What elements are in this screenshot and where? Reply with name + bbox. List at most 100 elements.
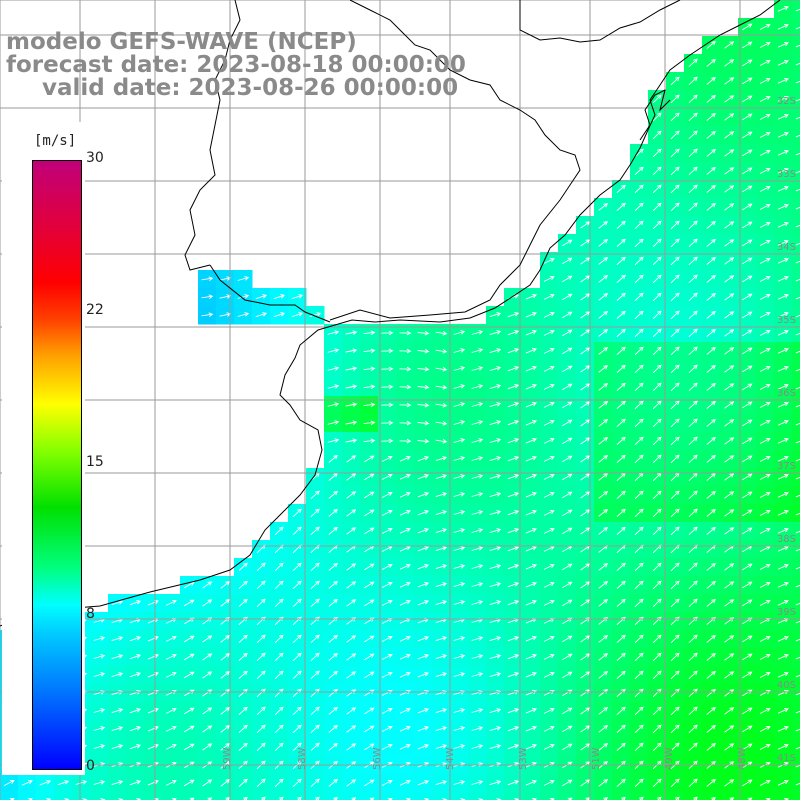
wind-arrow [777,276,789,282]
wind-arrow [706,634,716,643]
wind-arrow [598,563,609,571]
wind-arrow [652,580,662,590]
wind-arrow [328,634,338,643]
wind-arrow [346,635,357,643]
wind-arrow [670,652,680,662]
wind-arrow [238,778,248,787]
wind-arrow [471,528,484,533]
wind-cell [144,792,163,800]
wind-arrow [328,454,338,463]
wind-arrow [670,490,680,500]
wind-arrow [562,347,573,355]
wind-arrow [742,239,753,247]
wind-cell [630,792,649,800]
wind-arrow [399,581,411,588]
wind-arrow [729,797,735,800]
wind-arrow [274,616,284,626]
wind-arrow [111,726,124,732]
wind-arrow [598,455,609,463]
wind-arrow [795,494,800,498]
wind-arrow [742,635,753,643]
wind-arrow [471,384,484,389]
wind-arrow [363,420,376,426]
wind-arrow [381,509,393,516]
wind-arrow [417,600,430,606]
wind-arrow [327,420,340,425]
wind-arrow [489,654,502,660]
wind-arrow [616,598,626,607]
wind-arrow [435,474,448,480]
wind-arrow [471,672,484,677]
wind-arrow [562,437,573,445]
wind-arrow [507,744,520,750]
wind-arrow [489,474,502,480]
wind-arrow [381,491,393,498]
wind-arrow [238,580,248,589]
wind-arrow [759,203,771,210]
wind-arrow [165,779,177,786]
wind-arrow [310,508,320,518]
wind-arrow [759,473,771,480]
wind-arrow [202,671,213,679]
wind-arrow [670,706,680,716]
wind-arrow [549,797,555,800]
wind-arrow [364,473,375,481]
wind-arrow [328,490,338,499]
wind-arrow [634,580,644,590]
wind-arrow [688,778,698,788]
wind-arrow [381,689,393,696]
wind-arrow [381,581,393,588]
wind-arrow [742,149,753,157]
wind-arrow [381,438,394,444]
wind-arrow [256,670,266,680]
wind-arrow [652,706,662,716]
wind-cell [792,684,800,703]
wind-arrow [417,582,430,588]
wind-arrow [417,366,430,372]
wind-arrow [598,311,609,319]
wind-arrow [777,312,789,318]
wind-arrow [543,581,555,588]
wind-arrow [616,292,626,301]
wind-cell [450,792,469,800]
wind-arrow [688,112,698,122]
wind-arrow [507,312,520,318]
wind-arrow [525,744,537,750]
wind-arrow [381,473,393,480]
wind-arrow [777,24,789,30]
wind-arrow [634,148,644,158]
wind-arrow [759,779,771,786]
wind-arrow [652,418,662,428]
wind-arrow [238,562,248,571]
wind-arrow [706,58,716,67]
wind-arrow [507,600,520,606]
wind-arrow [616,328,626,337]
wind-arrow [489,366,502,372]
wind-arrow [471,654,484,659]
wind-arrow [795,116,800,120]
wind-arrow [759,509,771,516]
wind-arrow [165,671,177,678]
wind-arrow [453,672,466,677]
wind-arrow [598,221,609,229]
wind-arrow [435,726,448,732]
wind-arrow [363,402,376,408]
wind-arrow [364,707,375,715]
wind-arrow [274,526,284,536]
latitude-label: 41S [777,753,796,764]
wind-arrow [634,418,644,428]
wind-arrow [417,564,430,570]
wind-arrow [616,184,626,193]
wind-arrow [453,510,466,515]
colorbar-tick-15: 15 [86,454,104,470]
wind-arrow [759,239,771,246]
wind-arrow [346,509,357,517]
wind-cell [360,792,379,800]
wind-arrow [777,348,789,354]
wind-arrow [724,527,735,535]
title-valid-date: valid date: 2023-08-26 00:00:00 [42,75,459,101]
wind-arrow [525,654,537,660]
wind-arrow [417,438,430,444]
wind-arrow [93,726,106,731]
wind-arrow [507,564,520,570]
